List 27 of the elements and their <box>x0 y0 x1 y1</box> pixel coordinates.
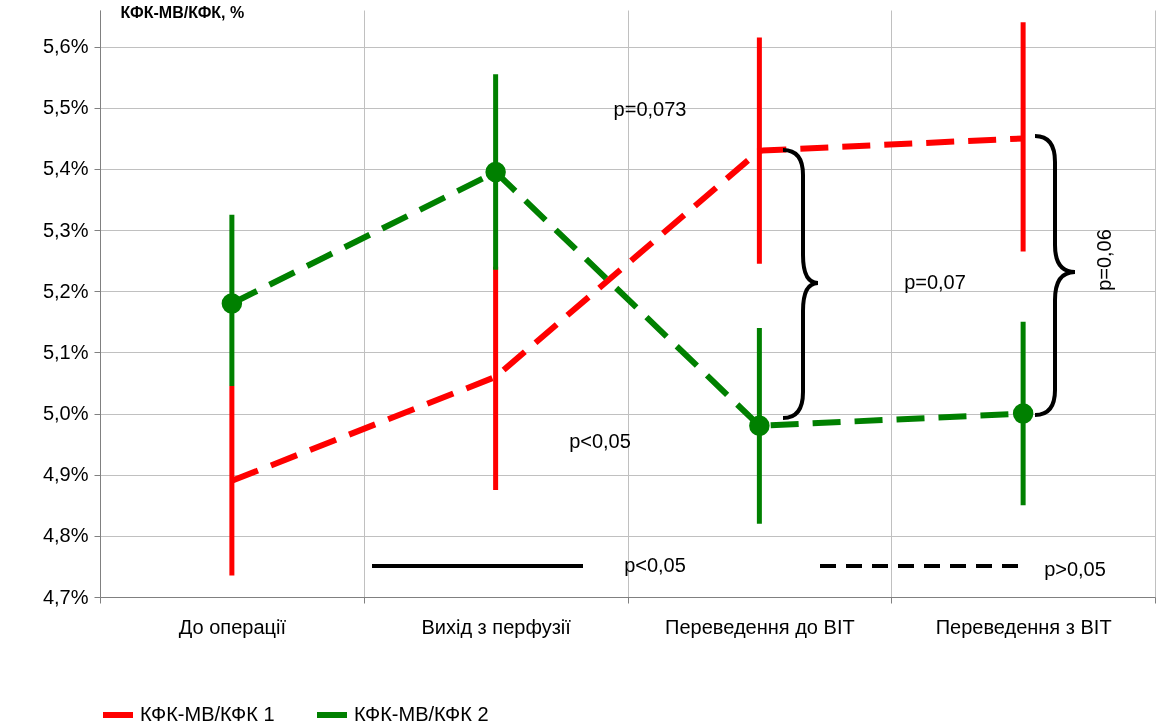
y-tick-label: 5,5% <box>42 96 89 119</box>
point <box>221 293 243 314</box>
annotation: p<0,05 <box>624 554 686 576</box>
annotation: p=0,07 <box>904 271 966 293</box>
legend-label: КФК-МВ/КФК 2 <box>354 703 489 725</box>
y-tick-label: 5,4% <box>42 157 89 180</box>
x-tick-label: Вихід з перфузії <box>421 615 572 638</box>
y-tick-label: 4,9% <box>42 463 89 486</box>
annotation: p=0,06 <box>1093 229 1115 291</box>
x-tick-label: Переведення з ВІТ <box>935 615 1112 638</box>
y-tick-label: 5,2% <box>42 279 89 302</box>
y-tick-label: 5,6% <box>42 35 89 58</box>
x-tick-label: Переведення до ВІТ <box>665 615 855 638</box>
y-tick-label: 5,1% <box>42 340 89 363</box>
annotation: p<0,05 <box>569 430 631 452</box>
legend-label: КФК-МВ/КФК 1 <box>140 703 275 725</box>
y-tick-label: 5,0% <box>42 402 89 425</box>
point <box>749 415 770 437</box>
point <box>1012 403 1034 424</box>
point <box>485 161 506 183</box>
x-tick-label: До операції <box>178 615 287 638</box>
y-tick-label: 4,8% <box>42 524 89 547</box>
annotation: p>0,05 <box>1044 558 1106 580</box>
y-axis-title: КФК-МВ/КФК, % <box>120 3 245 21</box>
y-tick-label: 5,3% <box>42 218 89 241</box>
y-tick-label: 4,7% <box>42 585 89 608</box>
annotation: p=0,073 <box>613 98 687 120</box>
